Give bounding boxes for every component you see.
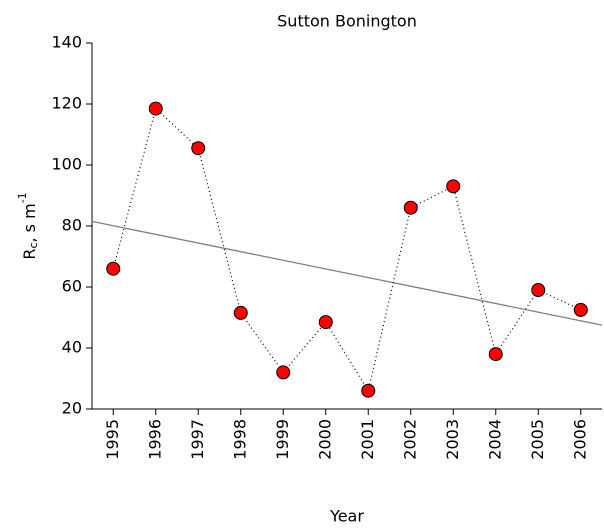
y-label-base: R <box>20 249 39 260</box>
series-line <box>112 107 582 393</box>
data-point <box>488 347 503 362</box>
x-tick-label: 1998 <box>230 419 249 460</box>
x-tick-label: 2002 <box>400 419 419 460</box>
data-point <box>318 315 333 330</box>
x-tick-label: 2006 <box>570 419 589 460</box>
trend-line <box>91 220 603 326</box>
data-point <box>276 365 291 380</box>
data-point <box>191 141 206 156</box>
y-tick-label: 100 <box>51 155 82 174</box>
x-tick-label: 1996 <box>145 419 164 460</box>
y-axis-label: Rc, s m-1 <box>16 192 40 259</box>
y-tick-label: 60 <box>62 277 82 296</box>
y-label-sup: -1 <box>16 192 29 203</box>
data-point <box>403 200 418 215</box>
y-tick-label: 80 <box>62 216 82 235</box>
y-tick-label: 120 <box>51 94 82 113</box>
x-tick-label: 2001 <box>358 419 377 460</box>
data-point <box>573 302 588 317</box>
y-label-sub: c <box>27 242 40 248</box>
x-tick-label: 2000 <box>315 419 334 460</box>
data-point <box>531 283 546 298</box>
data-point <box>446 179 461 194</box>
x-tick-label: 1995 <box>103 419 122 460</box>
chart-title: Sutton Bonington <box>277 12 417 31</box>
x-tick-label: 2003 <box>443 419 462 460</box>
x-tick-label: 1997 <box>188 419 207 460</box>
x-tick-label: 2004 <box>485 419 504 460</box>
y-label-mid: , s m <box>20 203 39 242</box>
x-tick-label: 2005 <box>528 419 547 460</box>
data-point <box>148 101 163 116</box>
y-tick-label: 140 <box>51 33 82 52</box>
x-tick-label: 1999 <box>273 419 292 460</box>
x-axis-label: Year <box>329 507 364 526</box>
data-point <box>361 383 376 398</box>
data-point <box>106 261 121 276</box>
data-point <box>233 305 248 320</box>
y-tick-label: 20 <box>62 399 82 418</box>
y-tick-label: 40 <box>62 338 82 357</box>
